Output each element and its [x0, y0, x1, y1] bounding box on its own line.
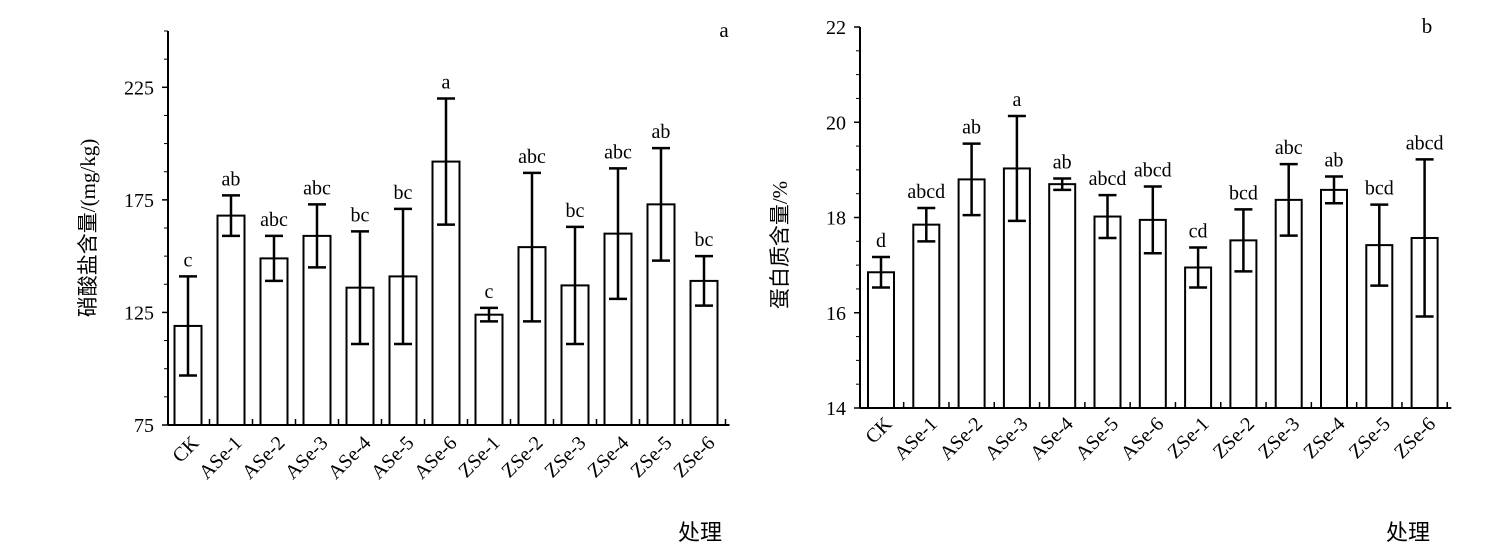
y-tick-label: 75 [134, 415, 154, 437]
significance-label: ab [1053, 151, 1072, 173]
panel-a-nitrate-chart: 75125175225cCKabASe-1abcASe-2abcASe-3bcA… [76, 18, 730, 545]
significance-label: abcd [1134, 160, 1172, 182]
significance-label: abc [1275, 137, 1303, 159]
x-tick-label: CK [168, 432, 204, 468]
significance-label: bc [695, 229, 714, 251]
bar [560, 284, 590, 427]
significance-label: abc [518, 146, 546, 168]
x-tick-label: ASe-6 [410, 432, 462, 484]
x-tick-label: ASe-5 [1071, 413, 1123, 465]
x-tick-label: ZSe-5 [626, 432, 676, 482]
x-tick-label: CK [861, 413, 897, 449]
x-tick-label: ZSe-1 [1164, 413, 1214, 463]
significance-label: ab [1325, 150, 1344, 172]
significance-label: bc [394, 182, 413, 204]
significance-label: a [442, 72, 451, 94]
significance-label: abc [260, 209, 288, 231]
bar [867, 271, 895, 409]
x-axis-title: 处理 [678, 520, 722, 545]
x-tick-label: ZSe-6 [669, 432, 719, 482]
significance-label: bc [566, 200, 585, 222]
y-tick-label: 16 [826, 303, 846, 325]
y-tick-label: 175 [124, 190, 154, 212]
significance-label: c [485, 281, 494, 303]
panel-label: a [719, 18, 729, 42]
x-tick-label: ASe-1 [195, 432, 247, 484]
significance-label: ab [962, 117, 981, 139]
x-tick-label: ASe-2 [935, 413, 987, 465]
x-tick-label: ZSe-6 [1390, 413, 1440, 463]
significance-label: d [876, 230, 886, 252]
y-tick-label: 14 [826, 398, 846, 420]
x-tick-label: ASe-5 [367, 432, 419, 484]
bar [216, 214, 246, 426]
bar [1320, 188, 1348, 409]
significance-label: abcd [1406, 132, 1444, 154]
bar [603, 232, 633, 426]
significance-label: abcd [907, 181, 945, 203]
x-tick-label: ASe-1 [890, 413, 942, 465]
x-tick-label: ASe-4 [1026, 413, 1078, 465]
x-axis-title: 处理 [1386, 520, 1430, 545]
x-tick-label: ASe-6 [1117, 413, 1169, 465]
x-tick-label: ZSe-5 [1345, 413, 1395, 463]
y-tick-label: 125 [124, 302, 154, 324]
significance-label: bc [351, 204, 370, 226]
significance-label: abc [303, 177, 331, 199]
significance-label: a [1012, 89, 1021, 111]
bar [1048, 183, 1077, 409]
significance-label: abcd [1089, 168, 1127, 190]
significance-label: abc [604, 141, 632, 163]
x-tick-label: ZSe-4 [583, 432, 633, 482]
x-tick-label: ZSe-2 [1209, 413, 1259, 463]
bar [912, 223, 941, 409]
bar [1184, 266, 1213, 409]
x-tick-label: ZSe-4 [1299, 413, 1349, 463]
x-tick-label: ASe-2 [238, 432, 290, 484]
significance-label: ab [222, 168, 241, 190]
significance-label: ab [652, 121, 671, 143]
y-tick-label: 22 [826, 17, 846, 39]
y-tick-label: 20 [826, 112, 846, 134]
x-tick-label: ZSe-2 [497, 432, 547, 482]
y-axis-title: 硝酸盐含量/(mg/kg) [76, 139, 100, 318]
y-tick-label: 225 [124, 77, 154, 99]
significance-label: bcd [1229, 182, 1258, 204]
x-tick-label: ASe-3 [981, 413, 1033, 465]
panel-label: b [1422, 14, 1433, 38]
significance-label: cd [1189, 221, 1208, 243]
panel-b-protein-chart: 1416182022dCKabcdASe-1abASe-2aASe-3abASe… [768, 14, 1452, 545]
bar [259, 257, 289, 426]
significance-label: bcd [1365, 178, 1394, 200]
y-tick-label: 18 [826, 208, 846, 230]
x-tick-label: ZSe-1 [454, 432, 504, 482]
significance-label: c [184, 249, 193, 271]
x-tick-label: ASe-4 [324, 432, 376, 484]
bar [1093, 215, 1122, 409]
x-tick-label: ZSe-3 [540, 432, 590, 482]
x-tick-label: ZSe-3 [1254, 413, 1304, 463]
x-tick-label: ASe-3 [281, 432, 333, 484]
y-axis-title: 蛋白质含量/% [768, 181, 792, 309]
bar [474, 313, 504, 426]
